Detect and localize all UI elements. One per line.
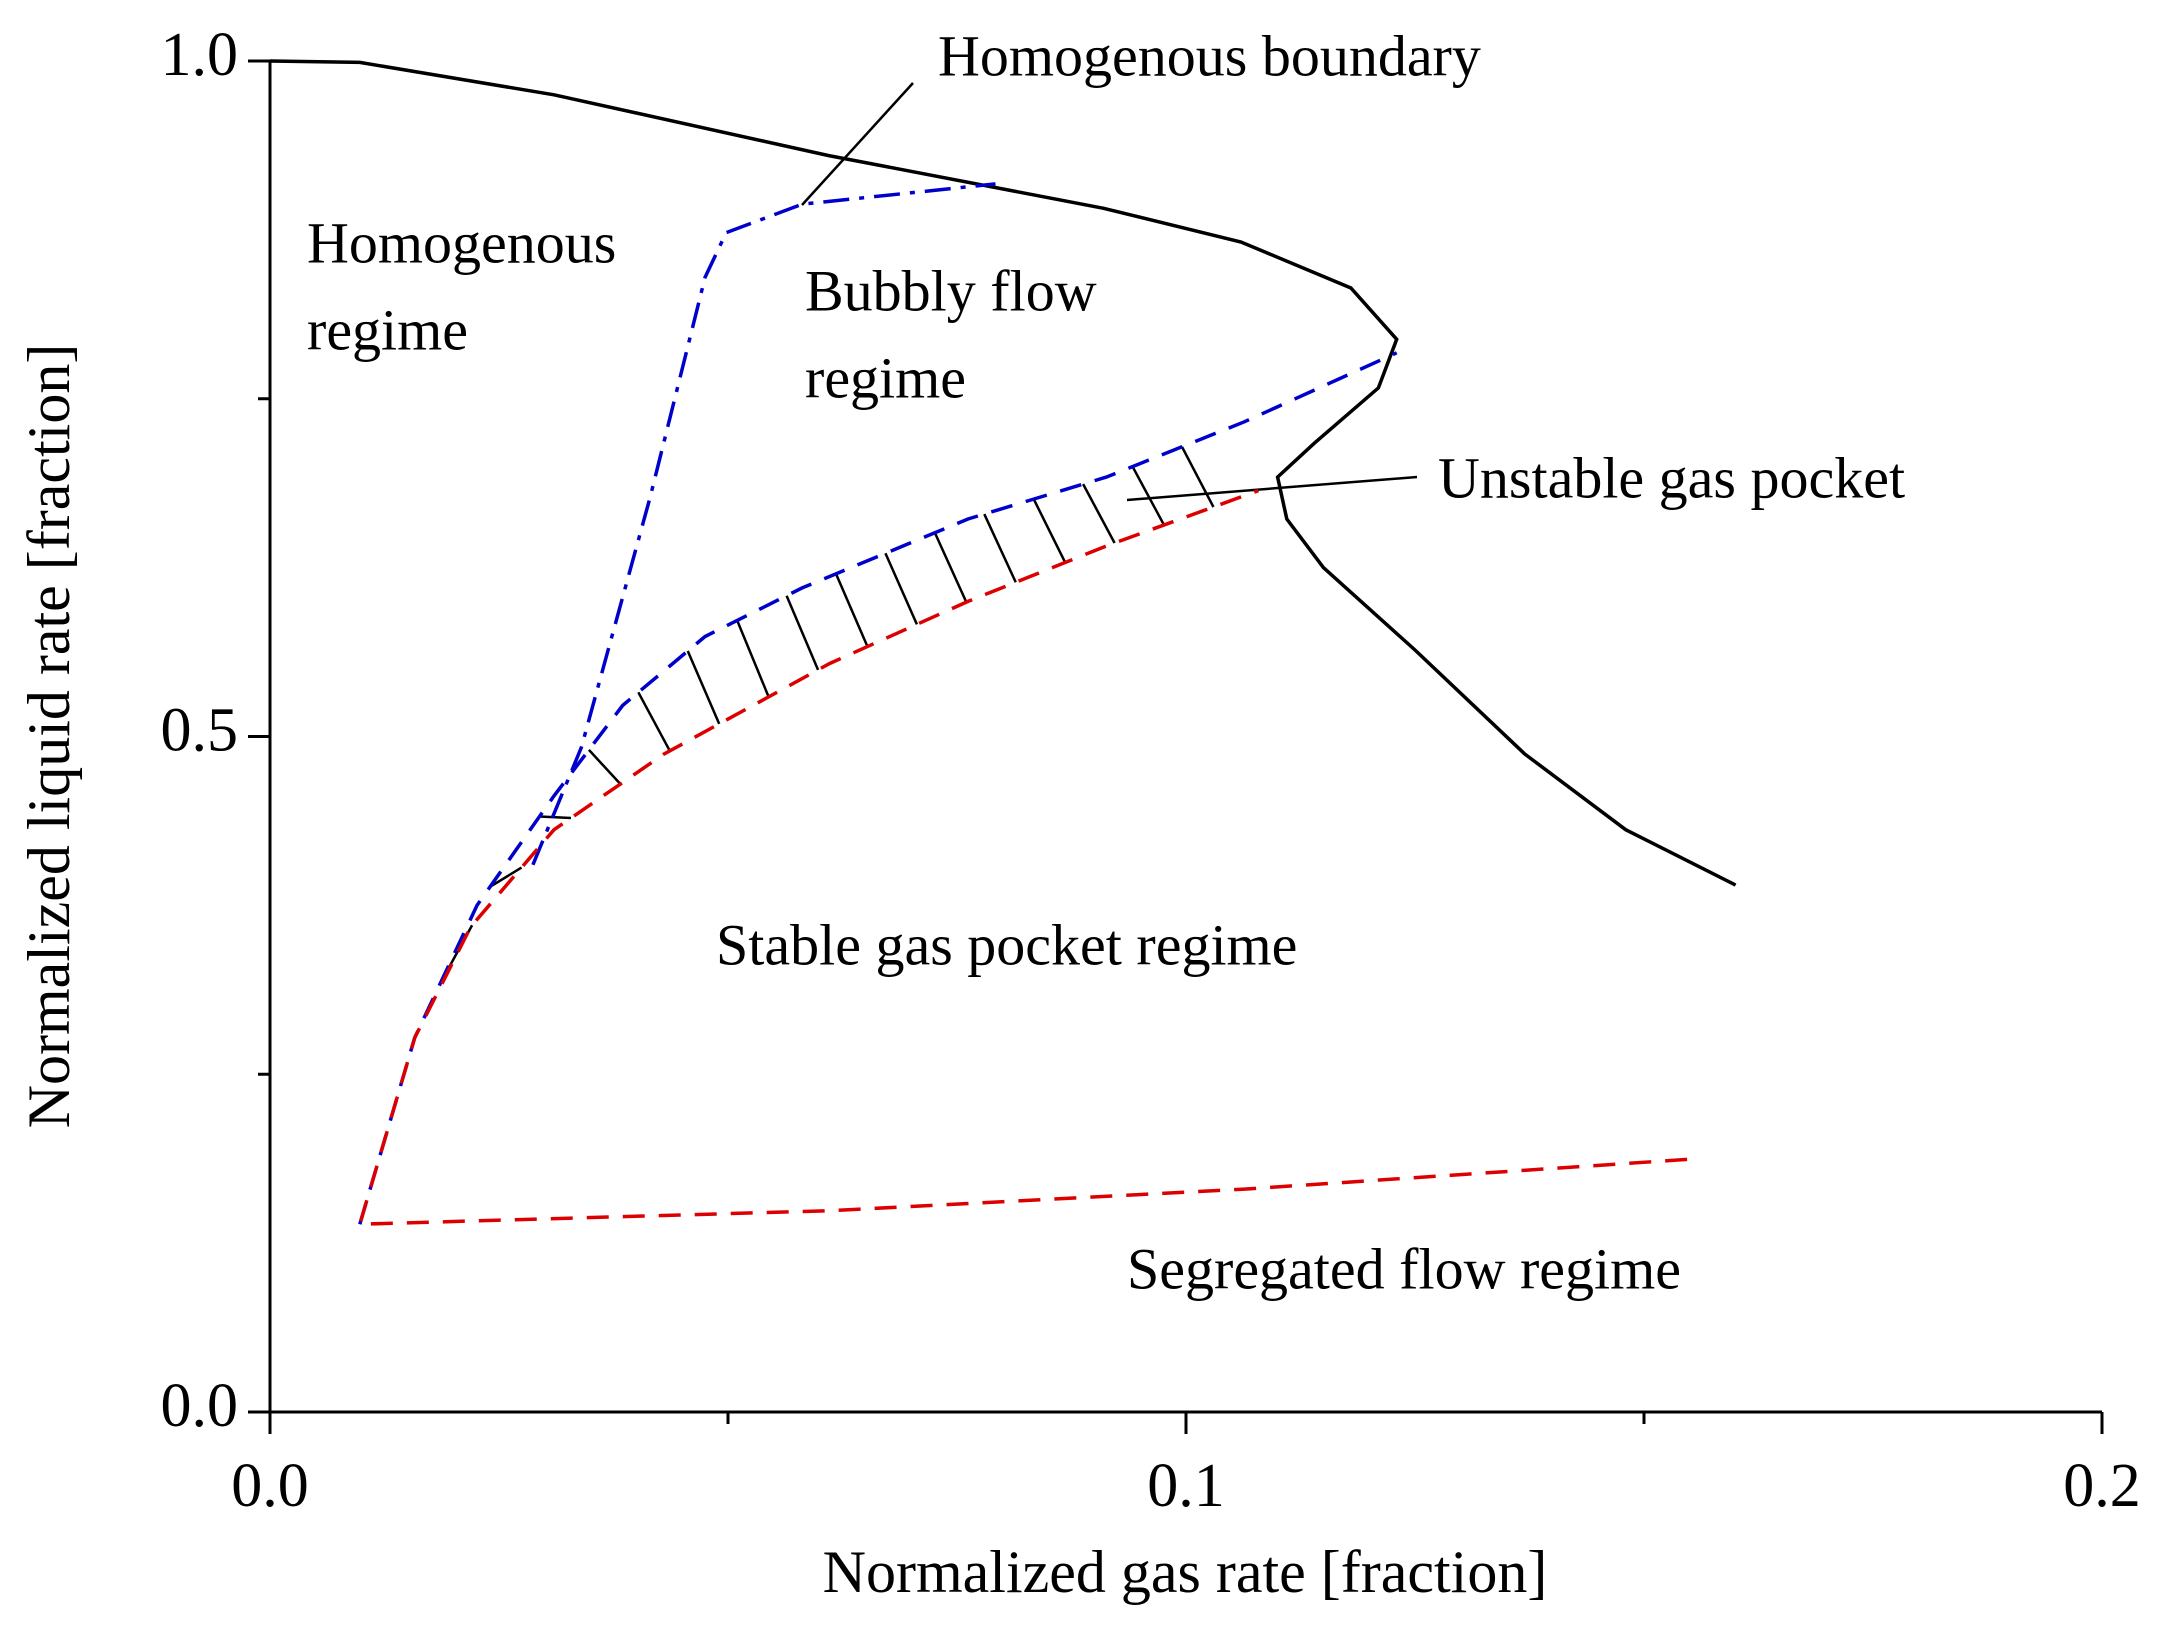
leader-line <box>801 82 914 206</box>
y-tick-label: 1.0 <box>161 21 239 89</box>
x-tick-label: 0.2 <box>2063 1452 2141 1520</box>
hatch <box>884 552 919 625</box>
series-line <box>357 488 1688 1227</box>
hatch <box>1180 446 1215 508</box>
hatch <box>539 815 571 820</box>
hatch <box>686 650 721 725</box>
hatch <box>587 749 622 785</box>
annotation: Stable gas pocket regime <box>716 912 1297 977</box>
annotation: Homogenous <box>307 210 616 275</box>
hatch <box>1131 466 1166 526</box>
series-line <box>269 59 1737 887</box>
hatch <box>1082 483 1116 544</box>
x-axis-label: Normalized gas rate [fraction] <box>823 1539 1548 1605</box>
leader-line <box>1126 475 1418 502</box>
y-tick-label: 0.0 <box>161 1372 239 1440</box>
hatch <box>983 513 1017 583</box>
annotation: Segregated flow regime <box>1127 1236 1681 1301</box>
series-line <box>358 351 1398 1225</box>
series-line <box>531 182 996 866</box>
y-axis-label: Normalized liquid rate [fraction] <box>16 344 82 1129</box>
hatch <box>933 532 968 603</box>
x-tick-label: 0.1 <box>1147 1452 1225 1520</box>
hatch <box>637 691 671 752</box>
hatch <box>1032 498 1067 564</box>
annotation: Homogenous boundary <box>938 23 1481 88</box>
annotation: Bubbly flow <box>805 258 1097 323</box>
annotation: Unstable gas pocket <box>1438 445 1905 510</box>
hatch <box>489 866 523 888</box>
annotation: regime <box>307 297 468 362</box>
annotation: regime <box>805 345 966 410</box>
hatch <box>736 619 770 698</box>
y-tick-label: 0.5 <box>161 697 239 765</box>
hatch <box>834 573 869 648</box>
hatch <box>785 595 820 671</box>
x-tick-label: 0.0 <box>231 1452 309 1520</box>
